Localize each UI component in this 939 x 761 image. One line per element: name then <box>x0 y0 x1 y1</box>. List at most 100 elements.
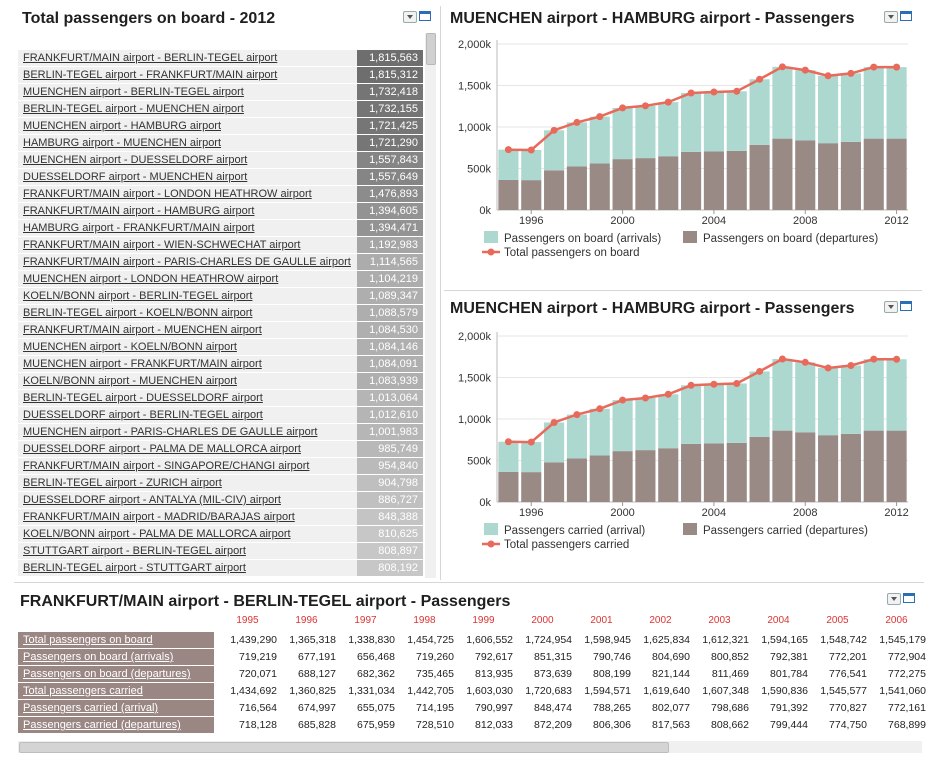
total-point <box>710 88 718 96</box>
horizontal-scrollbar[interactable] <box>18 741 922 753</box>
route-link[interactable]: FRANKFURT/MAIN airport - BERLIN-TEGEL ai… <box>18 50 357 66</box>
bar-arrivals <box>498 149 519 180</box>
scrollbar-thumb[interactable] <box>426 33 436 65</box>
bar-departures <box>589 163 610 210</box>
table-cell: 720,071 <box>239 668 277 680</box>
route-link[interactable]: MUENCHEN airport - LONDON HEATHROW airpo… <box>18 271 357 287</box>
maximize-icon[interactable] <box>900 11 912 21</box>
chevron-down-icon[interactable] <box>884 301 898 313</box>
route-link[interactable]: FRANKFURT/MAIN airport - WIEN-SCHWECHAT … <box>18 237 357 253</box>
bar-departures <box>818 435 839 502</box>
route-link[interactable]: MUENCHEN airport - DUESSELDORF airport <box>18 152 357 168</box>
route-link[interactable]: MUENCHEN airport - BERLIN-TEGEL airport <box>18 84 357 100</box>
table-cell: 1,720,683 <box>525 685 572 697</box>
route-link[interactable]: MUENCHEN airport - FRANKFURT/MAIN airpor… <box>18 356 357 372</box>
route-value: 1,557,843 <box>357 152 423 168</box>
table-cell: 799,444 <box>770 719 808 731</box>
route-value: 1,721,425 <box>357 118 423 134</box>
route-link[interactable]: MUENCHEN airport - HAMBURG airport <box>18 118 357 134</box>
table-cell: 1,625,834 <box>643 634 690 646</box>
table-cell: 806,306 <box>593 719 631 731</box>
route-link[interactable]: FRANKFURT/MAIN airport - LONDON HEATHROW… <box>18 186 357 202</box>
total-point <box>893 63 901 71</box>
year-header: 1996 <box>295 615 318 626</box>
maximize-icon[interactable] <box>419 11 431 21</box>
route-value: 1,732,155 <box>357 101 423 117</box>
bar-arrivals <box>521 149 542 181</box>
total-point <box>847 362 855 370</box>
chevron-down-icon[interactable] <box>884 11 898 23</box>
route-link[interactable]: FRANKFURT/MAIN airport - HAMBURG airport <box>18 203 357 219</box>
route-link[interactable]: DUESSELDORF airport - MUENCHEN airport <box>18 169 357 185</box>
bar-arrivals <box>681 92 702 152</box>
chevron-down-icon[interactable] <box>403 11 417 23</box>
route-link[interactable]: DUESSELDORF airport - PALMA DE MALLORCA … <box>18 441 357 457</box>
route-link[interactable]: FRANKFURT/MAIN airport - MUENCHEN airpor… <box>18 322 357 338</box>
route-link[interactable]: STUTTGART airport - BERLIN-TEGEL airport <box>18 543 357 559</box>
chart-panel-top: MUENCHEN airport - HAMBURG airport - Pas… <box>444 0 924 288</box>
table-row-label[interactable]: Passengers on board (arrivals) <box>18 649 214 665</box>
route-link[interactable]: DUESSELDORF airport - BERLIN-TEGEL airpo… <box>18 407 357 423</box>
table-cell: 1,545,577 <box>820 685 867 697</box>
table-cell: 802,077 <box>652 702 690 714</box>
bar-departures <box>612 451 633 502</box>
maximize-icon[interactable] <box>900 301 912 311</box>
route-value: 808,192 <box>357 560 423 576</box>
scrollbar-thumb[interactable] <box>19 742 669 753</box>
route-value: 1,114,565 <box>357 254 423 270</box>
route-row: FRANKFURT/MAIN airport - BERLIN-TEGEL ai… <box>18 50 423 67</box>
table-cell: 1,541,060 <box>879 685 926 697</box>
table-cell: 817,563 <box>652 719 690 731</box>
bar-arrivals <box>612 107 633 160</box>
table-row-label[interactable]: Passengers carried (departures) <box>18 717 214 733</box>
route-link[interactable]: HAMBURG airport - MUENCHEN airport <box>18 135 357 151</box>
legend-swatch-arrivals <box>484 231 498 243</box>
route-link[interactable]: BERLIN-TEGEL airport - ZURICH airport <box>18 475 357 491</box>
total-point <box>619 104 627 112</box>
route-link[interactable]: HAMBURG airport - FRANKFURT/MAIN airport <box>18 220 357 236</box>
table-row-label[interactable]: Total passengers on board <box>18 632 214 648</box>
route-link[interactable]: KOELN/BONN airport - PALMA DE MALLORCA a… <box>18 526 357 542</box>
bar-arrivals <box>818 367 839 436</box>
route-link[interactable]: BERLIN-TEGEL airport - MUENCHEN airport <box>18 101 357 117</box>
table-cell: 1,606,552 <box>466 634 513 646</box>
chart-bottom-controls <box>884 301 914 313</box>
table-cell: 776,541 <box>829 668 867 680</box>
route-value: 1,394,605 <box>357 203 423 219</box>
table-cell: 1,439,290 <box>230 634 277 646</box>
route-link[interactable]: KOELN/BONN airport - BERLIN-TEGEL airpor… <box>18 288 357 304</box>
bar-departures <box>818 143 839 210</box>
route-value: 810,625 <box>357 526 423 542</box>
bar-arrivals <box>566 414 587 459</box>
route-link[interactable]: BERLIN-TEGEL airport - FRANKFURT/MAIN ai… <box>18 67 357 83</box>
total-point <box>527 146 535 154</box>
route-link[interactable]: BERLIN-TEGEL airport - STUTTGART airport <box>18 560 357 576</box>
table-cell: 813,935 <box>475 668 513 680</box>
vertical-scrollbar[interactable] <box>425 33 436 578</box>
route-row: KOELN/BONN airport - PALMA DE MALLORCA a… <box>18 526 423 543</box>
route-link[interactable]: MUENCHEN airport - PARIS-CHARLES DE GAUL… <box>18 424 357 440</box>
chart-bottom-title: MUENCHEN airport - HAMBURG airport - Pas… <box>450 300 855 317</box>
route-link[interactable]: FRANKFURT/MAIN airport - SINGAPORE/CHANG… <box>18 458 357 474</box>
chart-bottom: 0k 500k 1,000k 1,500k 2,000k 1996 2000 2004 2008… <box>458 331 909 551</box>
chart-top-controls <box>884 11 914 23</box>
route-link[interactable]: BERLIN-TEGEL airport - DUESSELDORF airpo… <box>18 390 357 406</box>
route-link[interactable]: KOELN/BONN airport - MUENCHEN airport <box>18 373 357 389</box>
x-tick-label: 2008 <box>793 507 817 519</box>
route-value: 1,084,530 <box>357 322 423 338</box>
route-link[interactable]: FRANKFURT/MAIN airport - MADRID/BARAJAS … <box>18 509 357 525</box>
route-link[interactable]: BERLIN-TEGEL airport - KOELN/BONN airpor… <box>18 305 357 321</box>
route-link[interactable]: FRANKFURT/MAIN airport - PARIS-CHARLES D… <box>18 254 357 270</box>
route-value: 1,013,064 <box>357 390 423 406</box>
maximize-icon[interactable] <box>903 593 915 603</box>
table-cell: 808,662 <box>711 719 749 731</box>
chevron-down-icon[interactable] <box>887 593 901 605</box>
route-link[interactable]: DUESSELDORF airport - ANTALYA (MIL-CIV) … <box>18 492 357 508</box>
y-tick-label: 0k <box>479 205 491 217</box>
year-header: 1997 <box>354 615 377 626</box>
table-row-label[interactable]: Total passengers carried <box>18 683 214 699</box>
route-row: BERLIN-TEGEL airport - ZURICH airport 904… <box>18 475 423 492</box>
route-link[interactable]: MUENCHEN airport - KOELN/BONN airport <box>18 339 357 355</box>
table-row-label[interactable]: Passengers carried (arrival) <box>18 700 214 716</box>
table-row-label[interactable]: Passengers on board (departures) <box>18 666 214 682</box>
